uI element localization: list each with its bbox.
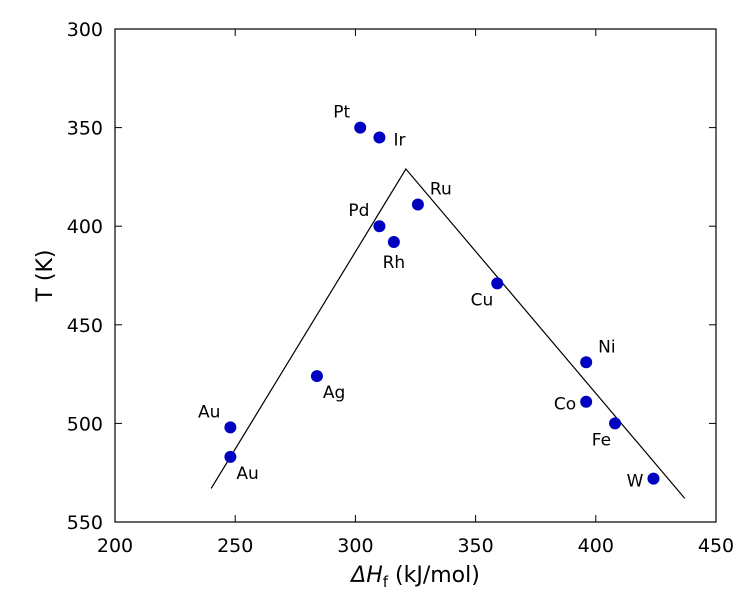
point-label: Au [198,402,220,422]
fit-line [210,167,686,499]
y-tick-label: 450 [67,315,103,337]
data-point [354,121,367,134]
plot-frame [114,28,717,523]
data-point [224,450,237,463]
y-tick-label: 550 [67,512,103,534]
x-tick-label: 450 [698,535,734,557]
point-label: Ru [430,180,452,200]
point-label: Fe [592,430,611,450]
x-tick-label: 400 [578,535,614,557]
data-point [387,235,400,248]
axis-ticks: 200 250 300 350 400 450 300 350 400 450 500 550 [67,19,734,557]
point-label: Ni [598,337,615,357]
point-label: W [627,472,644,492]
x-tick-label: 250 [217,535,253,557]
y-tick-label: 300 [67,19,103,41]
point-labels: Pt Ir Ru Pd Rh Cu Ni Ag Co Fe Au Au W [198,103,644,492]
point-label: Ir [393,130,405,150]
fit-line-layer [210,167,686,499]
x-tick-label: 300 [337,535,373,557]
x-tick-label: 200 [97,535,133,557]
data-point [310,370,323,383]
point-label: Au [236,464,258,484]
point-label: Cu [471,290,494,310]
x-axis-label: ΔHf (kJ/mol) [349,563,480,591]
point-label: Ag [323,383,345,403]
data-points [224,121,660,485]
y-tick-label: 500 [67,413,103,435]
y-tick-label: 350 [67,118,103,140]
data-point [580,395,593,408]
data-point [647,472,660,485]
data-point [580,356,593,369]
point-label: Co [554,395,576,415]
data-point [609,417,622,430]
point-label: Rh [383,253,406,273]
x-axis-label-sub: f [383,573,389,591]
data-point [491,277,504,290]
point-label: Pt [333,103,350,123]
y-axis-label: T (K) [33,249,58,302]
data-point [411,198,424,211]
x-axis-label-unit: (kJ/mol) [388,563,480,588]
x-tick-label: 350 [457,535,493,557]
data-point [373,220,386,233]
y-tick-label: 400 [67,216,103,238]
point-label: Pd [348,201,369,221]
data-point [224,421,237,434]
data-point [373,131,386,144]
x-axis-label-base: ΔH [349,563,383,588]
